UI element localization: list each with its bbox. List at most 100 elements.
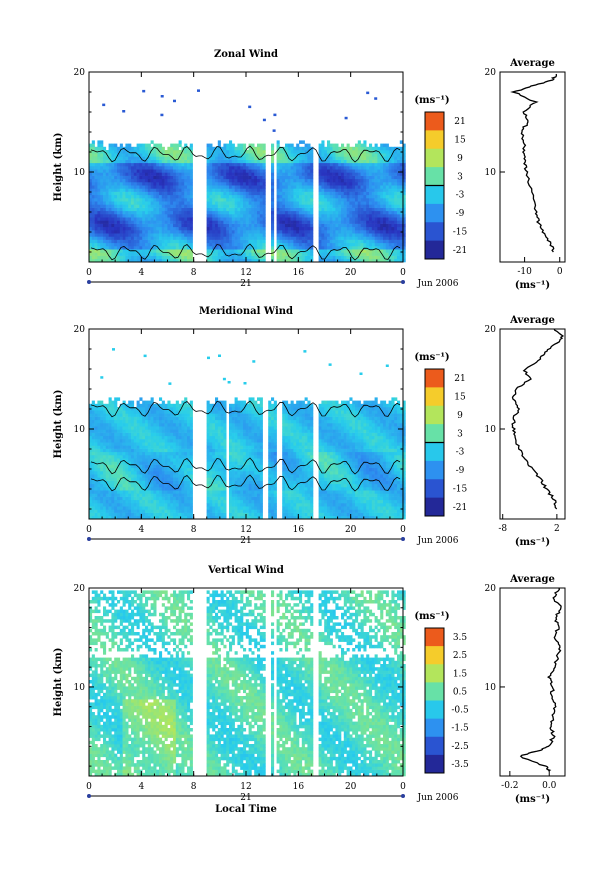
heatmap-cell: [97, 403, 101, 408]
heatmap-cell: [94, 407, 98, 411]
heatmap-cell: [335, 150, 339, 154]
heatmap-cell: [173, 153, 177, 157]
heatmap-cell: [161, 512, 165, 517]
heatmap-cell: [321, 252, 325, 256]
heatmap-cell: [108, 159, 112, 164]
heatmap-cell: [136, 439, 140, 443]
heatmap-cell: [131, 410, 135, 414]
heatmap-cell: [231, 214, 235, 218]
heatmap-cell: [94, 435, 98, 440]
heatmap-cell: [223, 207, 227, 212]
heatmap-cell: [217, 178, 221, 183]
heatmap-cell: [94, 445, 98, 449]
heatmap-cell: [122, 198, 126, 202]
heatmap-cell: [290, 150, 294, 154]
heatmap-cell: [147, 474, 151, 478]
heatmap-cell: [175, 178, 179, 183]
heatmap-cell: [153, 429, 157, 433]
heatmap-cell: [226, 166, 230, 170]
heatmap-cell: [321, 150, 325, 154]
heatmap-cell: [156, 220, 160, 224]
heatmap-cell: [206, 246, 210, 250]
heatmap-cell: [89, 252, 93, 256]
heatmap-cell: [131, 191, 135, 196]
heatmap-cell: [164, 480, 168, 485]
heatmap-cell: [296, 217, 300, 221]
heatmap-cell: [133, 477, 137, 481]
heatmap-cell: [133, 242, 137, 247]
heatmap-cell: [142, 416, 146, 421]
heatmap-cell: [383, 162, 387, 167]
heatmap-cell: [307, 162, 311, 167]
heatmap-cell: [94, 226, 98, 231]
heatmap-cell: [147, 442, 151, 446]
heatmap-cell: [125, 143, 129, 148]
heatmap-cell: [142, 410, 146, 414]
heatmap-cell: [240, 223, 244, 228]
heatmap-cell: [257, 169, 261, 173]
heatmap-cell: [133, 217, 137, 221]
heatmap-cell: [276, 210, 280, 215]
heatmap-cell: [103, 252, 107, 256]
heatmap-cell: [100, 156, 104, 160]
heatmap-cell: [139, 455, 143, 459]
heatmap-cell: [397, 153, 401, 157]
heatmap-cell: [290, 191, 294, 196]
heatmap-cell: [307, 207, 311, 212]
heatmap-cell: [397, 159, 401, 164]
heatmap-cell: [91, 487, 95, 491]
heatmap-cell: [170, 226, 174, 231]
heatmap-cell: [217, 153, 221, 157]
heatmap-cell: [153, 204, 157, 208]
heatmap-cell: [279, 146, 283, 151]
heatmap-cell: [189, 252, 193, 256]
heatmap-cell: [349, 207, 353, 212]
heatmap-cell: [352, 226, 356, 231]
heatmap-cell: [377, 178, 381, 183]
heatmap-cell: [131, 429, 135, 433]
heatmap-cell: [402, 236, 406, 240]
heatmap-cell: [226, 185, 230, 189]
heatmap-cell: [237, 146, 241, 151]
heatmap-cell: [363, 178, 367, 183]
heatmap-cell: [369, 198, 373, 202]
heatmap-cell: [187, 178, 191, 183]
heatmap-cell: [374, 97, 378, 100]
heatmap-cell: [161, 487, 165, 491]
heatmap-cell: [321, 185, 325, 189]
heatmap-cell: [108, 480, 112, 485]
heatmap-cell: [133, 210, 137, 215]
heatmap-cell: [156, 178, 160, 183]
heatmap-cell: [145, 191, 149, 196]
heatmap-cell: [133, 435, 137, 440]
heatmap-cell: [369, 146, 373, 151]
heatmap-cell: [299, 201, 303, 205]
heatmap-cell: [279, 230, 283, 234]
heatmap-cell: [229, 255, 233, 260]
heatmap-cell: [380, 172, 384, 176]
heatmap-cell: [301, 233, 305, 237]
heatmap-cell: [206, 220, 210, 224]
heatmap-cell: [327, 236, 331, 240]
heatmap-cell: [357, 188, 361, 192]
heatmap-cell: [122, 423, 126, 427]
avg-x-tick-label: 0: [557, 267, 563, 277]
heatmap-cell: [349, 230, 353, 234]
heatmap-cell: [327, 140, 331, 144]
heatmap-cell: [402, 214, 406, 218]
heatmap-cell: [156, 185, 160, 189]
heatmap-cell: [128, 455, 132, 459]
heatmap-cell: [150, 407, 154, 411]
heatmap-cell: [380, 159, 384, 164]
heatmap-cell: [349, 217, 353, 221]
heatmap-cell: [352, 166, 356, 170]
heatmap-cell: [254, 223, 258, 228]
heatmap-cell: [248, 198, 252, 202]
heatmap-cell: [142, 477, 146, 481]
heatmap-cell: [282, 191, 286, 196]
heatmap-cell: [226, 178, 230, 183]
heatmap-cell: [97, 445, 101, 449]
heatmap-cell: [181, 178, 185, 183]
heatmap-cell: [133, 178, 137, 183]
heatmap-cell: [161, 217, 165, 221]
